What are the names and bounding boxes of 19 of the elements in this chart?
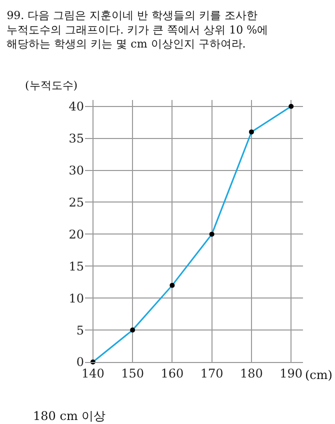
y-tick-label: 15 (68, 259, 84, 274)
y-axis-title: (누적도수) (25, 79, 78, 92)
y-tick-label: 35 (68, 132, 84, 146)
y-tick-label: 10 (68, 291, 84, 306)
x-tick-label: 150 (121, 366, 144, 380)
x-axis-title: (cm) (305, 368, 332, 382)
x-tick-label: 160 (160, 366, 184, 380)
y-tick-label: 25 (68, 195, 84, 210)
y-tick-label: 30 (68, 163, 84, 178)
x-tick-label: 170 (200, 366, 224, 380)
x-tick-label: 190 (280, 366, 303, 380)
text: 180 cm 이상 (33, 409, 106, 423)
y-tick-label: 5 (76, 323, 84, 338)
x-tick-label: 140 (81, 366, 104, 380)
y-tick-label: 40 (68, 100, 84, 114)
chart-title: 99. 다음 그림은 지훈이네 반 학생들의 키를 조사한 누적도수의 그래프이다. 키가 큰 쪽에서 상위 10 %에 해당하는 학생의 키는 몇 cm 이상인지 구하여라. (6, 9, 268, 51)
y-tick-label: 20 (68, 227, 84, 242)
x-tick-label: 180 (240, 366, 263, 380)
y-tick-label: 0 (76, 355, 84, 370)
